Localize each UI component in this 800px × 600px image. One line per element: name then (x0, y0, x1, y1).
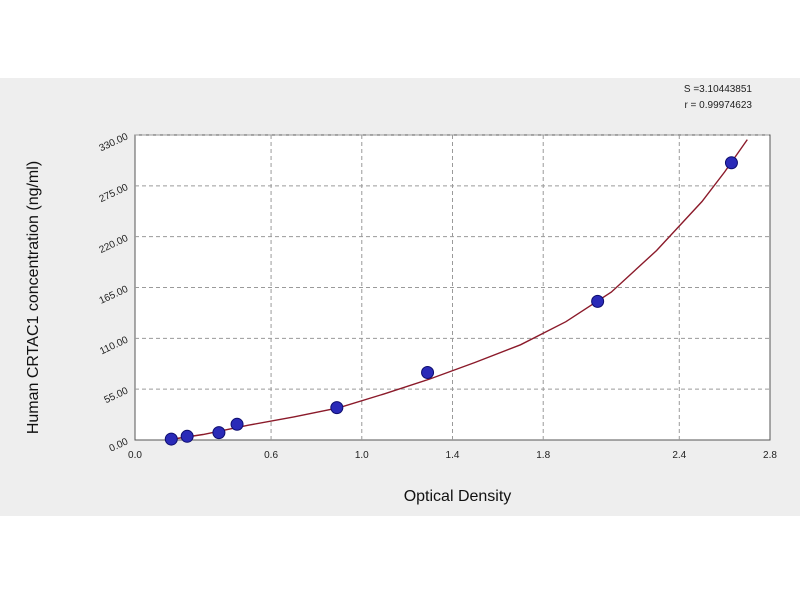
data-point (180, 429, 194, 443)
data-point (230, 417, 244, 431)
x-tick-label: 2.8 (763, 450, 777, 461)
data-point (164, 432, 178, 446)
data-point (212, 426, 226, 440)
fit-stat-line: r = 0.99974623 (684, 100, 752, 111)
x-tick-label: 1.4 (446, 450, 460, 461)
y-tick-label: 0.00 (108, 436, 131, 454)
data-point (591, 294, 605, 308)
y-tick-label: 330.00 (98, 131, 131, 154)
data-points (164, 156, 738, 446)
x-tick-label: 2.4 (672, 450, 686, 461)
y-tick-label: 110.00 (98, 335, 130, 358)
y-tick-label: 220.00 (98, 233, 131, 256)
x-tick-label: 1.0 (355, 450, 369, 461)
grid-lines (135, 134, 770, 440)
y-axis-title: Human CRTAC1 concentration (ng/ml) (25, 161, 42, 434)
y-tick-label: 165.00 (98, 284, 131, 307)
data-point (421, 366, 435, 380)
x-tick-label: 0.6 (264, 450, 278, 461)
fit-stats: S =3.10443851 r = 0.99974623 (684, 84, 753, 111)
data-point (330, 401, 344, 415)
data-point (724, 156, 738, 170)
x-tick-label: 1.8 (536, 450, 550, 461)
y-tick-label: 55.00 (103, 385, 131, 406)
fit-curve-layer (166, 139, 748, 441)
fit-stat-line: S =3.10443851 (684, 84, 753, 95)
x-tick-label: 0.0 (128, 450, 142, 461)
y-tick-label: 275.00 (98, 182, 131, 205)
fit-curve (166, 139, 748, 441)
x-axis-title: Optical Density (404, 488, 512, 505)
